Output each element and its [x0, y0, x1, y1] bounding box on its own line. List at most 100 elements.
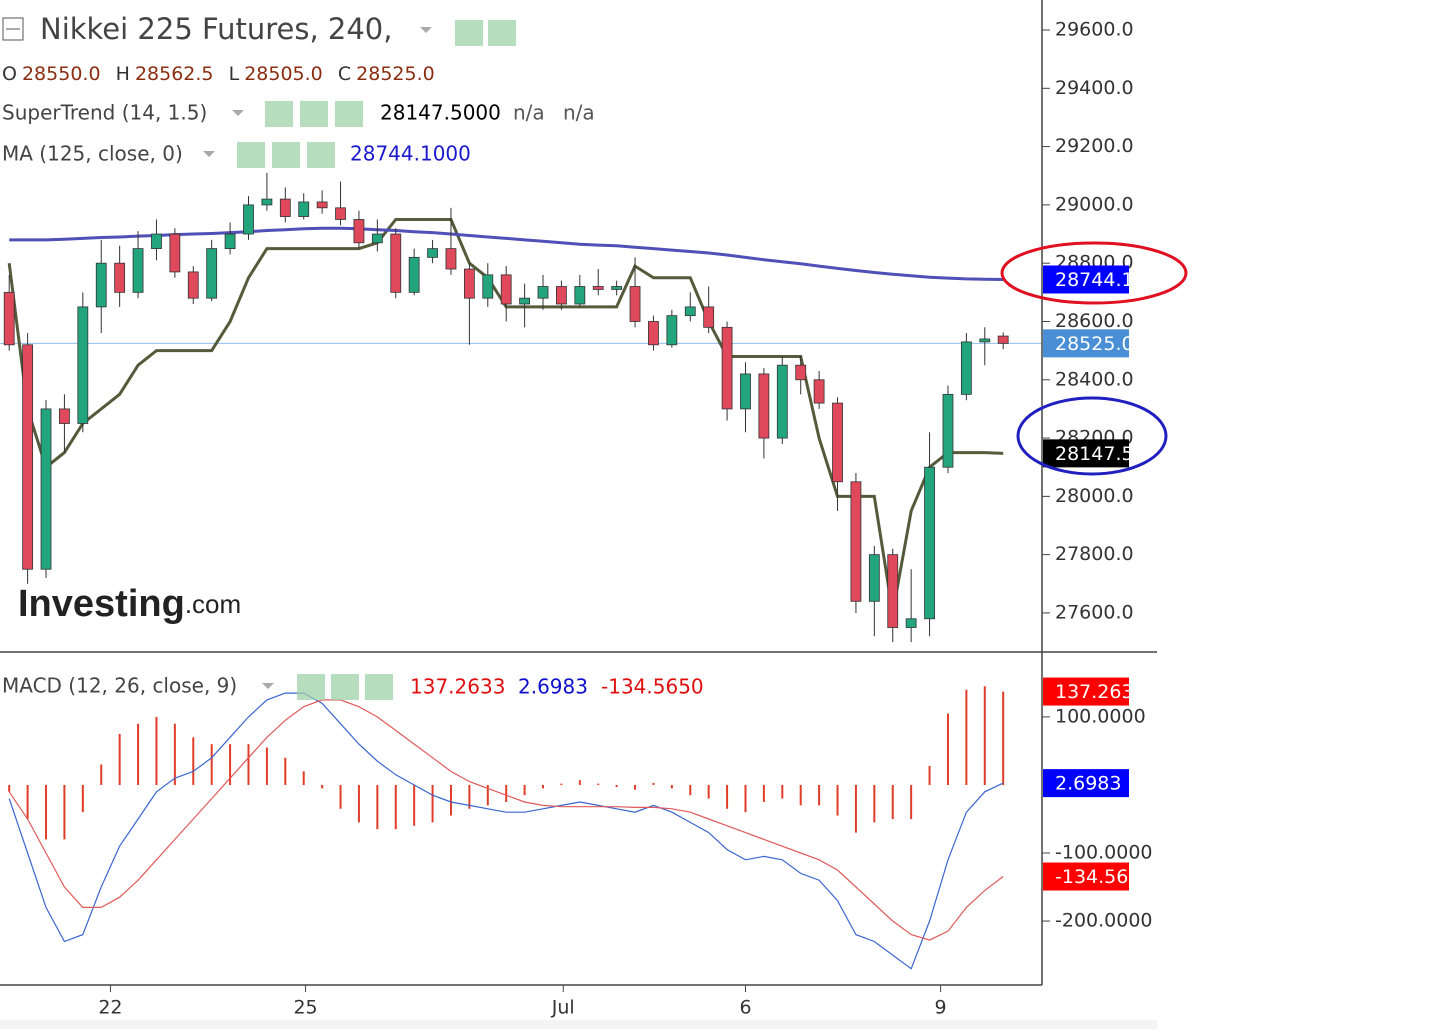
ohlc-value: 28505.0	[244, 63, 323, 85]
candle-body	[206, 248, 218, 299]
candle-body	[463, 268, 475, 299]
price-badge	[1043, 265, 1129, 294]
indicator-line	[8, 692, 1004, 970]
candle-body	[298, 201, 310, 217]
candle-body	[371, 233, 383, 244]
candle-body	[187, 271, 199, 299]
candle-body	[721, 326, 733, 410]
candle-body	[151, 233, 162, 250]
remove-icon[interactable]	[307, 142, 335, 168]
candle-body	[850, 481, 862, 602]
candle-body	[59, 408, 70, 424]
price-badge-label: -134.5650	[1055, 866, 1153, 888]
price-badge	[1043, 769, 1129, 798]
dropdown-arrow[interactable]	[420, 27, 432, 33]
x-tick-label: 22	[98, 997, 122, 1019]
candle-body	[629, 286, 641, 322]
y-tick-label: 27600.0	[1055, 601, 1134, 623]
candle-body	[353, 219, 365, 244]
settings-icon[interactable]	[300, 101, 328, 127]
ohlc-value: 28562.5	[135, 63, 214, 85]
candle-body	[77, 306, 89, 424]
price-badge-label: 2.6983	[1055, 773, 1121, 795]
y-tick-label: 29400.0	[1055, 77, 1134, 99]
candle-body	[537, 286, 549, 299]
indicator-readout: 2.6983	[518, 675, 588, 699]
ohlc-key: O	[2, 63, 17, 85]
candle-body	[868, 554, 880, 602]
candle-body	[335, 207, 346, 220]
price-badge	[1043, 329, 1129, 358]
candle-body	[813, 379, 825, 404]
plot-area: 27600.027800.028000.028200.028400.028600…	[0, 19, 1153, 1019]
visibility-icon[interactable]	[455, 20, 483, 46]
candle-body	[243, 204, 254, 235]
x-tick-label: 6	[739, 997, 751, 1019]
y-tick-label: 28400.0	[1055, 368, 1134, 390]
candle-body	[95, 262, 107, 308]
x-tick-label: 25	[293, 997, 317, 1019]
candle-body	[703, 306, 715, 328]
dropdown-arrow[interactable]	[203, 151, 215, 157]
indicator-readout: 137.2633	[410, 675, 505, 699]
indicator-name: SuperTrend (14, 1.5)	[2, 101, 207, 125]
y-tick-label: 28600.0	[1055, 310, 1134, 332]
indicator-readout: n/a	[563, 101, 595, 125]
y-tick-label: 28000.0	[1055, 485, 1134, 507]
watermark-brand: Investing	[18, 583, 185, 625]
annotation-circle	[1000, 241, 1188, 305]
y-tick-label: -100.0000	[1055, 842, 1153, 864]
badges: 28147.5 28744.1 28525.0 137.2633 2.6983 -134.…	[1043, 265, 1153, 891]
candle-body	[261, 198, 273, 206]
candle-body	[942, 393, 954, 468]
ohlc-key: H	[116, 63, 130, 85]
watermark-suffix: .com	[185, 589, 241, 619]
indicator-line	[8, 699, 1004, 941]
candle-body	[132, 248, 144, 293]
y-tick-label: -200.0000	[1055, 910, 1153, 932]
candle-body	[979, 338, 991, 343]
candle-body	[408, 256, 420, 293]
collapse-button[interactable]	[2, 17, 24, 41]
candle-body	[316, 201, 328, 209]
candle-body	[758, 373, 770, 439]
watermark: Investing.com	[18, 583, 241, 625]
dropdown-arrow[interactable]	[232, 110, 244, 116]
candle-body	[666, 315, 678, 346]
candle-body	[905, 618, 917, 628]
visibility-icon[interactable]	[297, 674, 325, 700]
indicator-readout: 28147.5000	[380, 101, 501, 125]
visibility-icon[interactable]	[237, 142, 265, 168]
candle-body	[114, 262, 126, 293]
annotation-circle	[1016, 396, 1168, 476]
indicator-readout: 28744.1000	[350, 142, 471, 166]
visibility-icon[interactable]	[265, 101, 293, 127]
price-badge-label: 28744.1	[1055, 269, 1134, 291]
settings-icon[interactable]	[488, 20, 516, 46]
candle-body	[776, 364, 788, 439]
candle-body	[519, 297, 531, 305]
ohlc: O 28550.0 H 28562.5 L 28505.0 C 28525.0	[2, 63, 435, 85]
price-badge	[1043, 862, 1129, 891]
y-tick-label: 29000.0	[1055, 193, 1134, 215]
indicator-name: MACD (12, 26, close, 9)	[2, 674, 237, 698]
candle-body	[611, 286, 623, 290]
settings-icon[interactable]	[331, 674, 359, 700]
candle-body	[169, 233, 181, 273]
candle-body	[795, 364, 807, 381]
ohlc-value: 28525.0	[356, 63, 435, 85]
candle-body	[3, 291, 15, 346]
price-badge-label: 28525.0	[1055, 333, 1134, 355]
remove-icon[interactable]	[335, 101, 363, 127]
remove-icon[interactable]	[365, 674, 393, 700]
settings-icon[interactable]	[272, 142, 300, 168]
indicator-readout: n/a	[513, 101, 545, 125]
candle-body	[592, 286, 604, 290]
candle-body	[648, 321, 659, 346]
candle-body	[997, 335, 1009, 344]
candle-body	[500, 274, 512, 305]
dropdown-arrow[interactable]	[262, 683, 274, 689]
ohlc-key: L	[229, 63, 240, 85]
chart-title: Nikkei 225 Futures, 240,	[40, 12, 392, 46]
candle-body	[40, 408, 52, 570]
